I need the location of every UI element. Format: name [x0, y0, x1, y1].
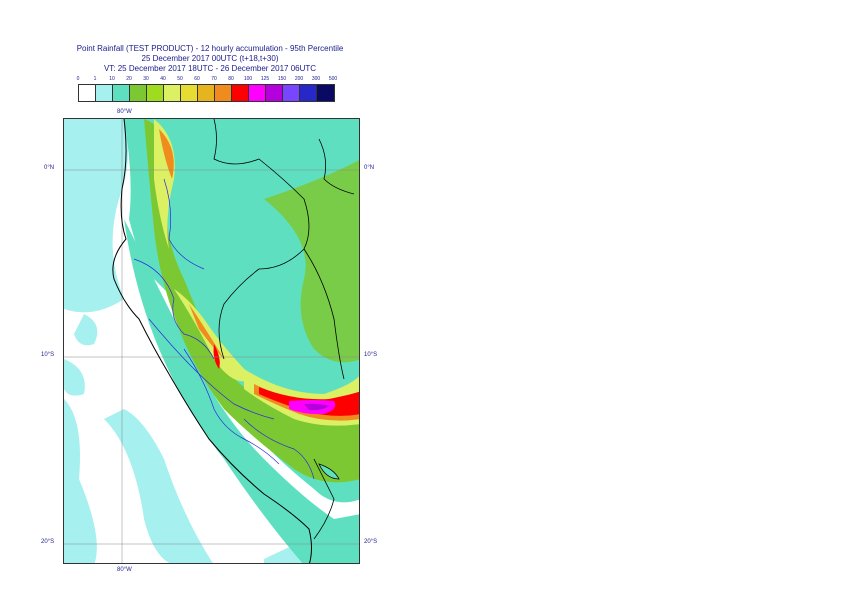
country-border-southeast — [313, 458, 335, 540]
legend-swatch — [300, 85, 317, 101]
country-border-north — [213, 119, 310, 360]
legend-swatch — [96, 85, 113, 101]
legend-threshold-label: 0 — [76, 76, 80, 82]
north-orange-cell — [159, 129, 174, 179]
legend-threshold-label: 300 — [311, 76, 321, 82]
ocean-rain-patch-south — [64, 399, 97, 563]
legend-threshold-label: 70 — [211, 76, 217, 82]
left-lat-label-20: 20°S — [41, 539, 55, 545]
legend-threshold-label: 100 — [243, 76, 253, 82]
legend-threshold-label: 10 — [109, 76, 115, 82]
legend-swatch — [198, 85, 215, 101]
right-lat-label-10: 10°S — [364, 352, 378, 358]
legend-swatches — [78, 84, 335, 102]
legend-labels: 0 1 10 20 30 40 50 60 70 80 100 125 150 200 300 500 — [77, 76, 347, 84]
legend-threshold-label: 150 — [277, 76, 287, 82]
legend-swatch — [130, 85, 147, 101]
legend-swatch — [266, 85, 283, 101]
legend-threshold-label: 80 — [228, 76, 234, 82]
legend-threshold-label: 40 — [160, 76, 166, 82]
legend-swatch — [181, 85, 198, 101]
right-lat-label-0: 0°N — [364, 165, 375, 171]
legend-swatch — [113, 85, 130, 101]
legend-swatch — [79, 85, 96, 101]
admin-boundary-4 — [163, 178, 205, 270]
title-line-3: VT: 25 December 2017 18UTC - 26 December… — [103, 64, 317, 73]
left-lat-label-0: 0°N — [44, 165, 55, 171]
peak-purple-cell — [304, 403, 329, 411]
legend-threshold-label: 30 — [143, 76, 149, 82]
lake-titicaca — [318, 463, 340, 480]
country-border-east — [303, 248, 345, 380]
country-border-northeast — [318, 138, 355, 195]
legend-threshold-label: 20 — [126, 76, 132, 82]
legend-threshold-label: 1 — [93, 76, 97, 82]
legend-swatch — [147, 85, 164, 101]
legend-swatch — [215, 85, 232, 101]
top-longitude-label: 80°W — [117, 109, 132, 115]
rainfall-map-svg — [64, 119, 359, 563]
legend-threshold-label: 500 — [328, 76, 338, 82]
admin-boundary-2 — [148, 318, 275, 420]
color-legend: 0 1 10 20 30 40 50 60 70 80 100 125 150 200 300 500 — [77, 76, 347, 102]
land-rain-coastal — [124, 219, 359, 563]
rainfall-map — [63, 118, 360, 564]
central-red-cell — [213, 344, 220, 369]
right-lat-label-20: 20°S — [364, 539, 378, 545]
legend-swatch — [283, 85, 300, 101]
legend-threshold-label: 50 — [177, 76, 183, 82]
admin-boundary-1 — [133, 258, 215, 360]
ocean-rain-patch-center — [104, 409, 213, 563]
title-line-1: Point Rainfall (TEST PRODUCT) - 12 hourl… — [76, 44, 344, 53]
legend-swatch — [232, 85, 249, 101]
admin-boundary-3 — [183, 348, 280, 465]
left-lat-label-10: 10°S — [41, 352, 55, 358]
title-line-2: 25 December 2017 00UTC (t+18,t+30) — [141, 54, 279, 63]
ocean-rain-patch-north — [64, 119, 128, 313]
coastline — [112, 119, 312, 563]
ocean-rain-patch-small — [74, 314, 98, 346]
legend-swatch — [317, 85, 334, 101]
admin-boundary-5 — [243, 418, 315, 480]
legend-swatch — [164, 85, 181, 101]
central-orange-cell — [189, 304, 224, 359]
ocean-rain-patch-west — [64, 359, 85, 396]
legend-swatch — [249, 85, 266, 101]
legend-threshold-label: 125 — [260, 76, 270, 82]
legend-threshold-label: 60 — [194, 76, 200, 82]
map-title: Point Rainfall (TEST PRODUCT) - 12 hourl… — [60, 44, 360, 74]
legend-threshold-label: 200 — [294, 76, 304, 82]
bottom-longitude-label: 80°W — [117, 567, 132, 573]
